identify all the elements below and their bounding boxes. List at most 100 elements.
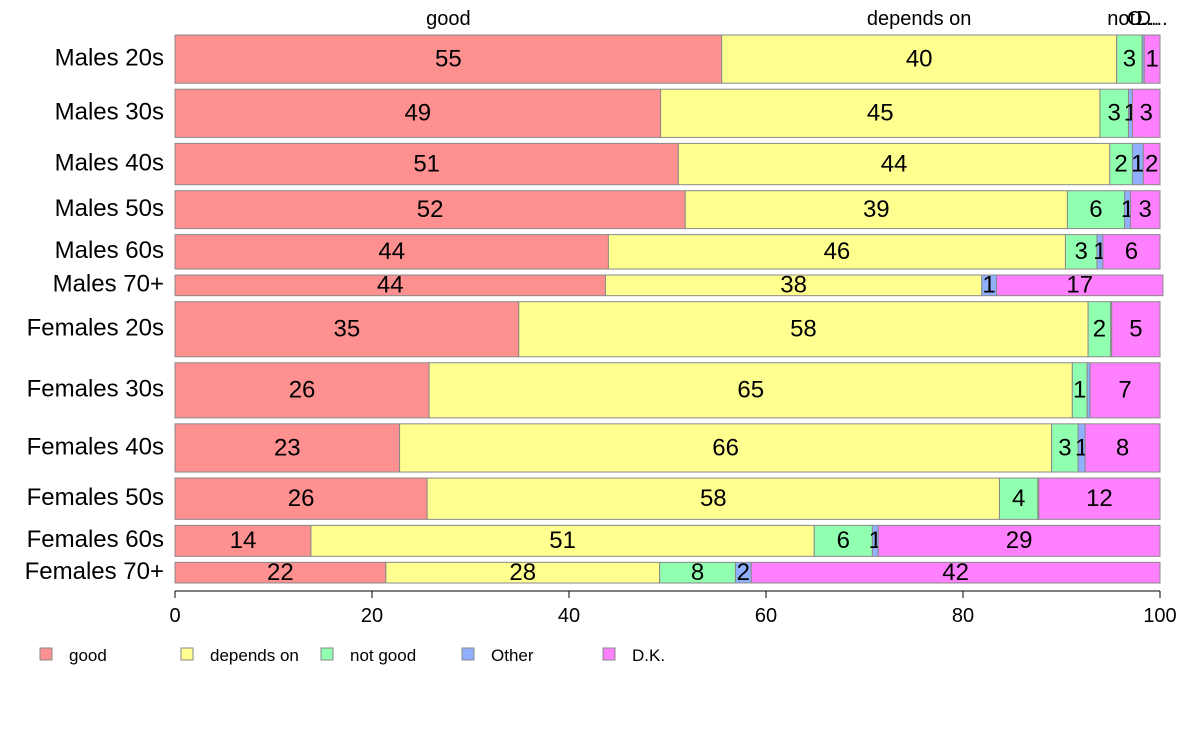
row-label-females-70: Females 70+ bbox=[25, 558, 164, 585]
row-label-males-60s: Males 60s bbox=[55, 237, 164, 264]
row-label-females-30s: Females 30s bbox=[27, 376, 164, 403]
data-label-good-males-50s: 52 bbox=[417, 196, 444, 223]
bar-segment-good-females-50s bbox=[174, 477, 428, 520]
data-label-depends-on-females-60s: 51 bbox=[549, 527, 576, 554]
data-label-not-good-males-60s: 3 bbox=[1075, 238, 1088, 265]
bar-segment-good-males-20s bbox=[174, 34, 723, 84]
data-label-d-k-males-70: 17 bbox=[1066, 272, 1093, 299]
x-tick-label-0: 0 bbox=[169, 605, 180, 627]
data-label-d-k-males-60s: 6 bbox=[1125, 238, 1138, 265]
bar-segment-good-males-60s bbox=[174, 234, 609, 270]
bar-segment-not-good-males-20s bbox=[1116, 34, 1143, 84]
data-label-d-k-females-30s: 7 bbox=[1118, 377, 1131, 404]
data-label-d-k-females-60s: 29 bbox=[1006, 527, 1033, 554]
x-tick-label-80: 80 bbox=[952, 605, 974, 627]
bar-segment-depends-on-males-40s bbox=[677, 142, 1111, 186]
data-label-depends-on-males-20s: 40 bbox=[906, 45, 933, 72]
data-label-not-good-females-50s: 4 bbox=[1012, 485, 1025, 512]
x-tick-label-20: 20 bbox=[361, 605, 383, 627]
bar-segment-depends-on-females-30s bbox=[428, 362, 1073, 419]
legend-label-good: good bbox=[69, 646, 107, 665]
x-tick-label-60: 60 bbox=[755, 605, 777, 627]
column-header-depends-on: depends on bbox=[867, 8, 972, 30]
data-label-good-males-20s: 55 bbox=[435, 45, 462, 72]
bar-segment-good-females-20s bbox=[174, 301, 520, 358]
row-label-females-20s: Females 20s bbox=[27, 315, 164, 342]
data-label-d-k-females-20s: 5 bbox=[1129, 316, 1142, 343]
legend-label-depends-on: depends on bbox=[210, 646, 299, 665]
data-label-depends-on-males-30s: 45 bbox=[867, 100, 894, 127]
bar-segment-d-k-females-60s bbox=[877, 524, 1161, 557]
bar-segment-good-males-30s bbox=[174, 88, 662, 138]
x-axis: 0 20 40 60 80 100 bbox=[169, 590, 1177, 627]
data-label-not-good-males-50s: 6 bbox=[1089, 196, 1102, 223]
data-label-not-good-females-20s: 2 bbox=[1093, 316, 1106, 343]
bar-segment-good-males-50s bbox=[174, 190, 686, 230]
bar-segment-good-males-40s bbox=[174, 142, 679, 186]
bar-segment-d-k-females-50s bbox=[1038, 477, 1161, 520]
legend-swatch-depends-on bbox=[180, 647, 194, 661]
legend-swatch-good bbox=[39, 647, 53, 661]
data-label-d-k-females-70: 42 bbox=[942, 559, 969, 586]
data-label-depends-on-males-60s: 46 bbox=[824, 238, 851, 265]
row-label-females-40s: Females 40s bbox=[27, 433, 164, 460]
data-label-depends-on-males-40s: 44 bbox=[881, 150, 908, 177]
data-label-depends-on-males-70: 38 bbox=[780, 272, 807, 299]
bar-segment-not-good-females-50s bbox=[998, 477, 1039, 520]
bar-segment-depends-on-females-40s bbox=[399, 423, 1053, 473]
bar-segment-d-k-males-70 bbox=[995, 274, 1164, 297]
legend-swatch-other bbox=[461, 647, 475, 661]
column-headers: good depends on not...O...D... bbox=[426, 8, 1168, 30]
row-label-males-30s: Males 30s bbox=[55, 99, 164, 126]
column-header-d-k: D... bbox=[1137, 8, 1168, 30]
data-label-d-k-females-40s: 8 bbox=[1116, 434, 1129, 461]
bar-segment-d-k-males-30s bbox=[1131, 88, 1161, 138]
row-label-males-20s: Males 20s bbox=[55, 44, 164, 71]
data-label-not-good-females-30s: 1 bbox=[1073, 377, 1086, 404]
bar-segment-d-k-males-50s bbox=[1129, 190, 1161, 230]
legend-swatch-d-k bbox=[602, 647, 616, 661]
data-label-not-good-females-40s: 3 bbox=[1058, 434, 1071, 461]
bar-segment-depends-on-males-30s bbox=[660, 88, 1101, 138]
row-label-males-70: Males 70+ bbox=[53, 271, 164, 298]
legend-swatch-not-good bbox=[320, 647, 334, 661]
data-label-d-k-females-50s: 12 bbox=[1086, 485, 1113, 512]
data-label-depends-on-females-30s: 65 bbox=[737, 377, 764, 404]
column-header-not-good: not... bbox=[1107, 8, 1151, 30]
data-label-not-good-females-70: 8 bbox=[691, 559, 704, 586]
data-label-not-good-males-40s: 2 bbox=[1114, 150, 1127, 177]
data-label-d-k-males-40s: 2 bbox=[1145, 150, 1158, 177]
bar-segment-depends-on-males-20s bbox=[721, 34, 1118, 84]
row-label-males-50s: Males 50s bbox=[55, 195, 164, 222]
bar-segment-not-good-males-50s bbox=[1066, 190, 1126, 230]
data-label-d-k-males-50s: 3 bbox=[1139, 196, 1152, 223]
data-label-d-k-males-20s: 1 bbox=[1145, 45, 1158, 72]
data-label-good-males-30s: 49 bbox=[404, 100, 431, 127]
legend-label-d-k: D.K. bbox=[632, 646, 665, 665]
data-label-depends-on-females-70: 28 bbox=[509, 559, 536, 586]
bar-segment-d-k-males-20s bbox=[1143, 34, 1161, 84]
data-label-d-k-males-30s: 3 bbox=[1140, 100, 1153, 127]
bar-segment-d-k-males-60s bbox=[1102, 234, 1161, 270]
data-label-good-females-40s: 23 bbox=[274, 434, 301, 461]
data-label-good-females-20s: 35 bbox=[334, 316, 361, 343]
data-label-depends-on-females-20s: 58 bbox=[790, 316, 817, 343]
data-label-good-females-30s: 26 bbox=[289, 377, 316, 404]
legend-label-other: Other bbox=[491, 646, 534, 665]
bar-segment-depends-on-females-50s bbox=[426, 477, 1000, 520]
data-label-good-females-70: 22 bbox=[267, 559, 294, 586]
column-header-other: O... bbox=[1127, 8, 1159, 30]
bar-segment-not-good-females-40s bbox=[1051, 423, 1079, 473]
data-label-good-females-60s: 14 bbox=[230, 527, 257, 554]
bar-segment-d-k-females-70 bbox=[750, 561, 1161, 584]
bar-segment-good-females-40s bbox=[174, 423, 401, 473]
row-label-females-60s: Females 60s bbox=[27, 526, 164, 553]
bar-segment-d-k-females-20s bbox=[1111, 301, 1161, 358]
bar-segment-depends-on-females-20s bbox=[518, 301, 1089, 358]
legend: good depends on not good Other D.K. bbox=[39, 646, 665, 665]
data-label-good-females-50s: 26 bbox=[288, 485, 315, 512]
data-label-not-good-males-30s: 3 bbox=[1108, 100, 1121, 127]
data-label-good-males-70: 44 bbox=[377, 272, 404, 299]
